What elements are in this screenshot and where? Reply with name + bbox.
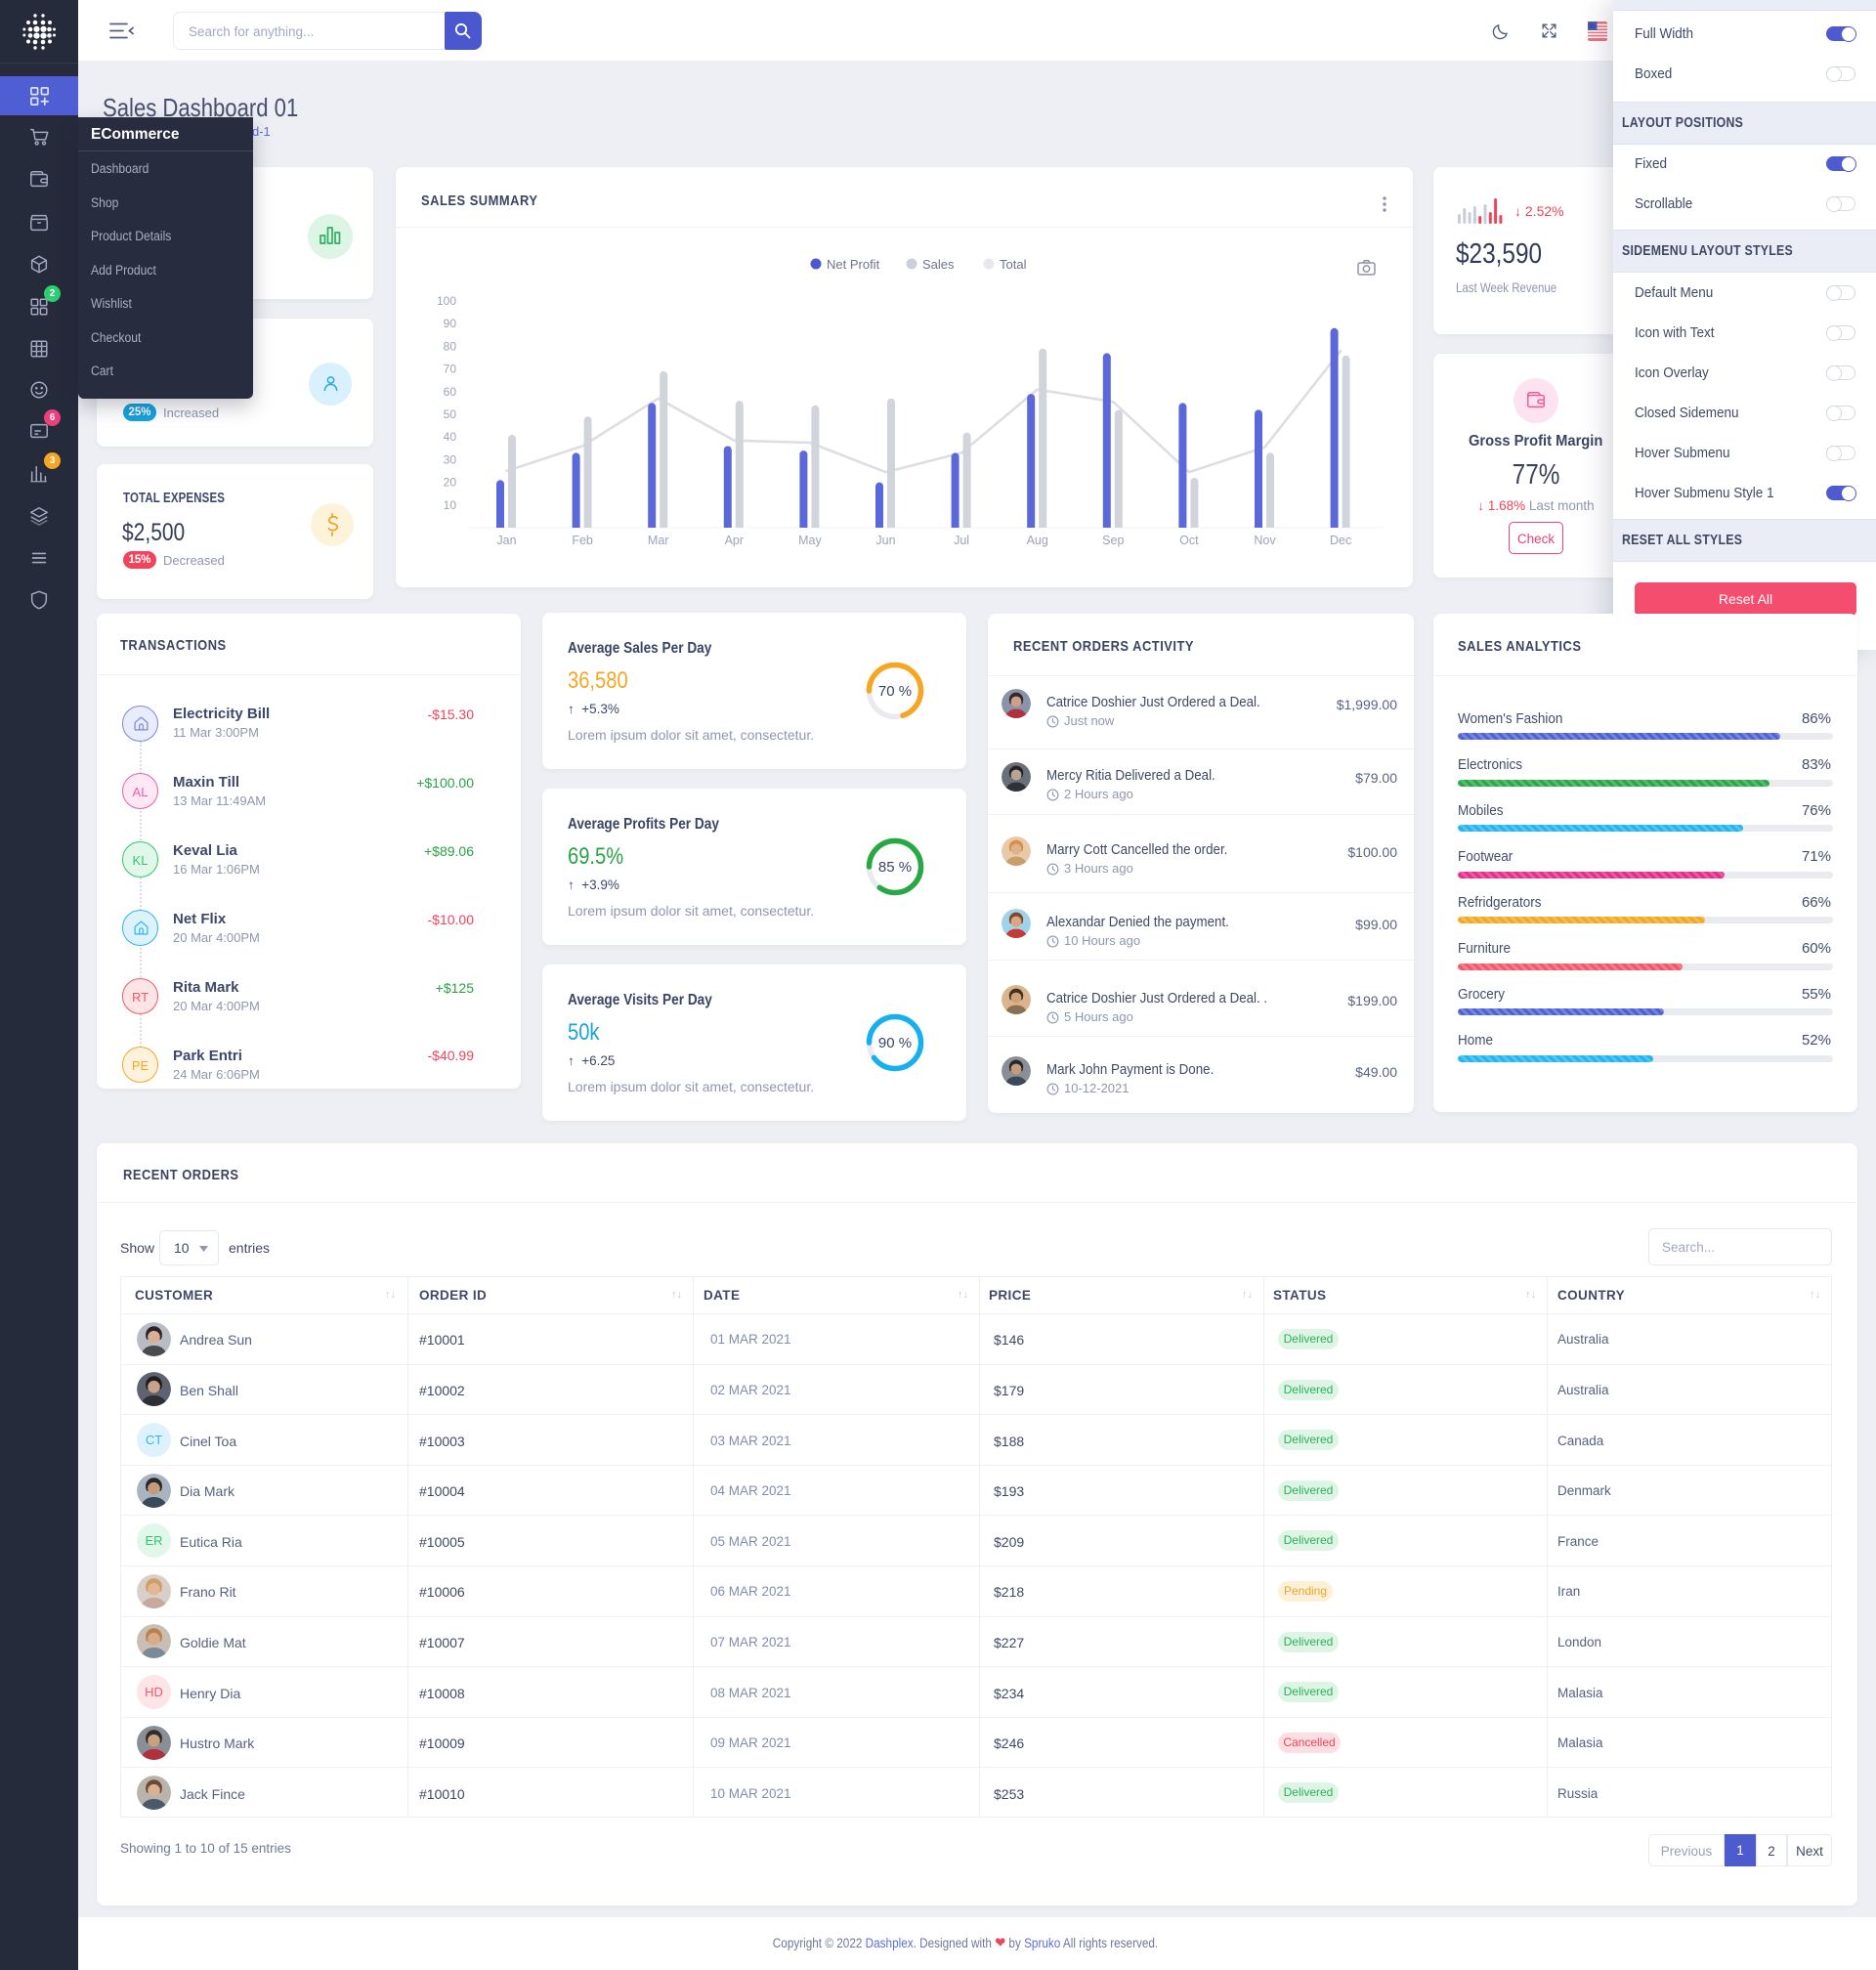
svg-text:Sep: Sep	[1102, 534, 1124, 547]
svg-text:50: 50	[444, 407, 457, 421]
svg-text:Sales: Sales	[922, 257, 955, 272]
svg-text:60: 60	[444, 385, 457, 399]
svg-text:May: May	[798, 534, 822, 547]
svg-text:Net Profit: Net Profit	[827, 257, 880, 272]
svg-text:90: 90	[444, 317, 457, 330]
svg-text:Total: Total	[1000, 257, 1027, 272]
svg-text:Mar: Mar	[648, 534, 669, 547]
svg-text:70: 70	[444, 363, 457, 376]
svg-text:Dec: Dec	[1330, 534, 1351, 547]
svg-text:Feb: Feb	[572, 534, 593, 547]
svg-text:Aug: Aug	[1027, 534, 1048, 547]
svg-text:80: 80	[444, 339, 457, 353]
svg-text:Jan: Jan	[496, 534, 516, 547]
svg-text:40: 40	[444, 430, 457, 444]
svg-text:20: 20	[444, 476, 457, 490]
svg-text:100: 100	[437, 294, 456, 308]
svg-text:10: 10	[444, 498, 457, 512]
svg-text:Jun: Jun	[875, 534, 895, 547]
svg-text:70 %: 70 %	[878, 683, 912, 700]
svg-text:Apr: Apr	[725, 534, 744, 547]
svg-text:Jul: Jul	[954, 534, 969, 547]
svg-text:90 %: 90 %	[878, 1035, 912, 1051]
svg-text:Nov: Nov	[1254, 534, 1276, 547]
svg-text:85 %: 85 %	[878, 859, 912, 876]
svg-text:30: 30	[444, 452, 457, 466]
svg-text:Oct: Oct	[1179, 534, 1199, 547]
